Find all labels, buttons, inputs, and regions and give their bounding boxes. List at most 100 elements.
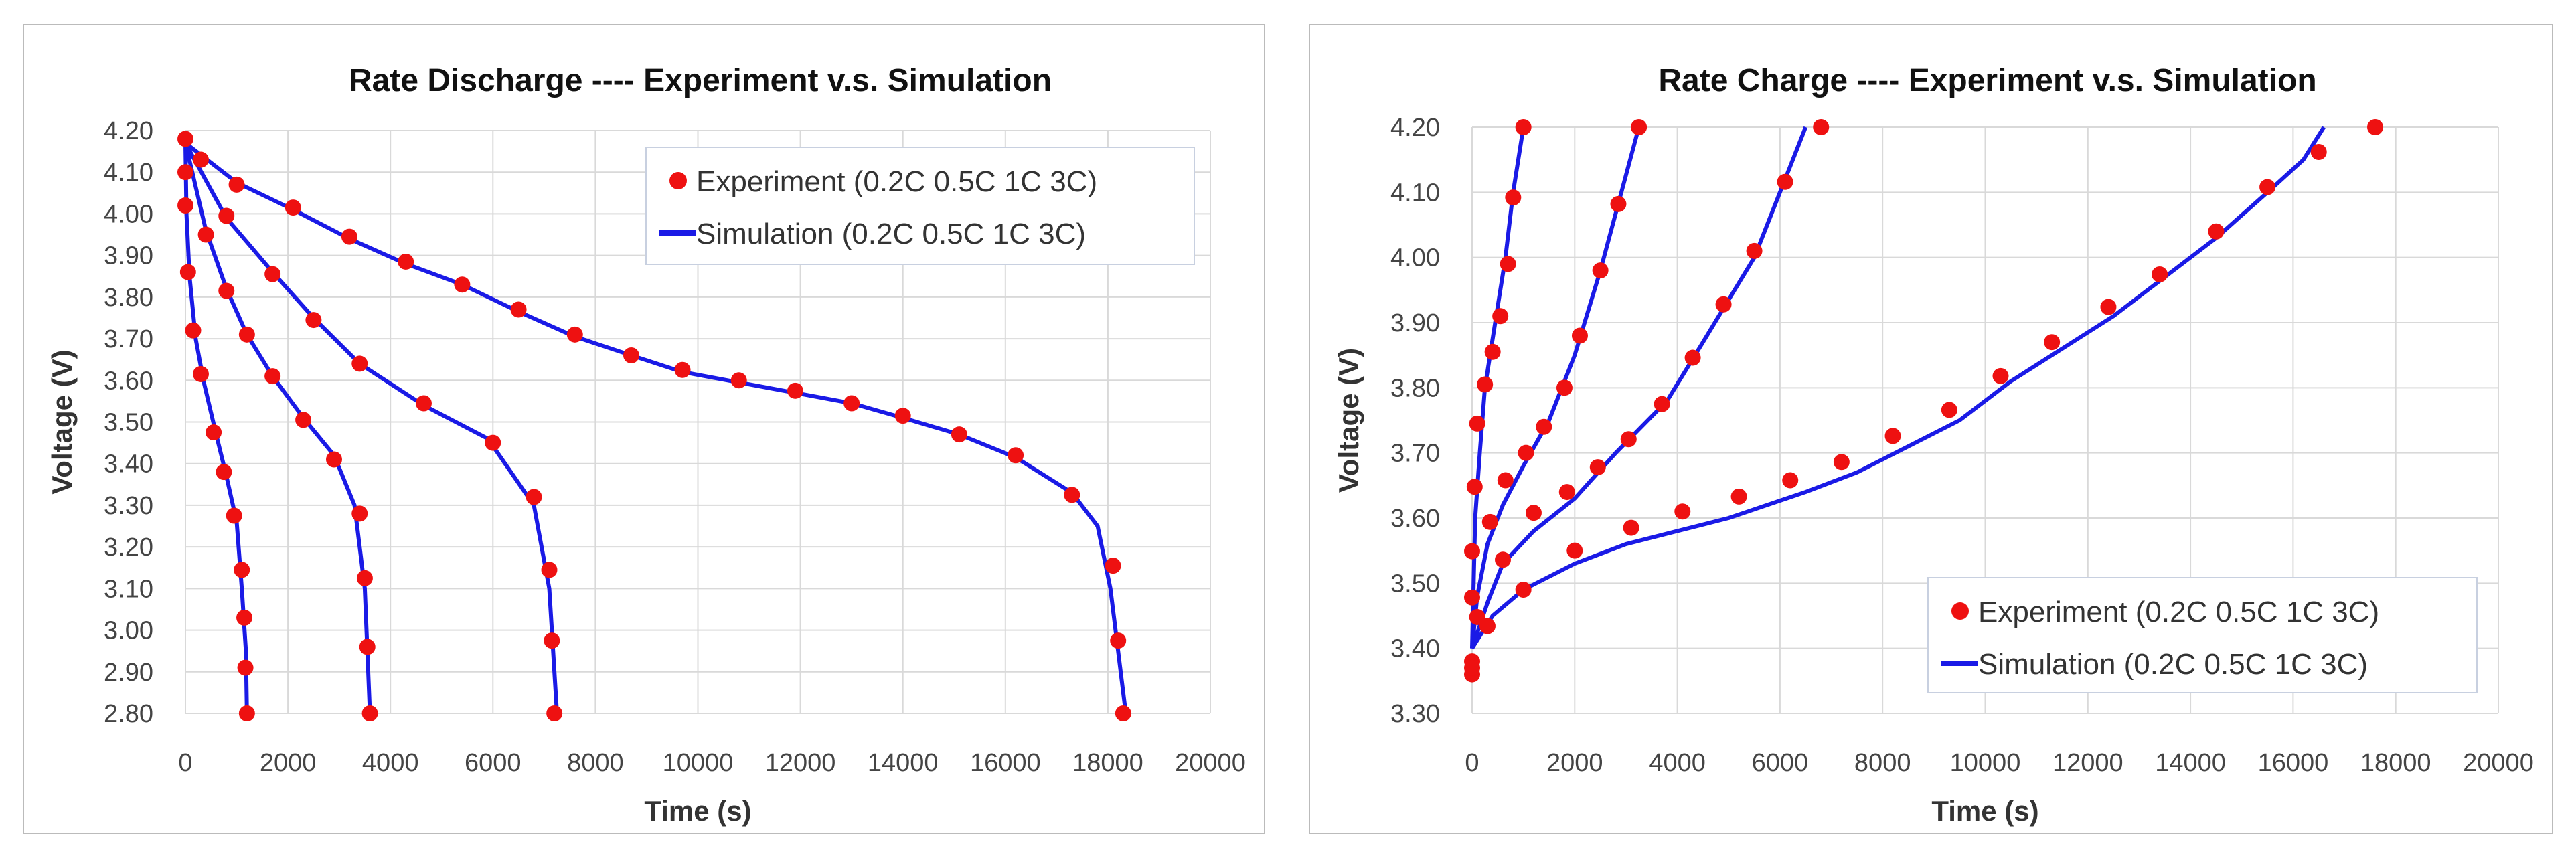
legend: Experiment (0.2C 0.5C 1C 3C) Simulation (… — [645, 147, 1195, 265]
experiment-point — [1730, 488, 1747, 505]
experiment-point — [1941, 402, 1957, 418]
experiment-point — [206, 424, 222, 441]
x-tick-label: 0 — [1465, 749, 1479, 777]
experiment-point — [2367, 119, 2384, 135]
y-tick-label: 3.90 — [104, 242, 153, 270]
experiment-point — [238, 326, 255, 343]
chart-frame — [1309, 24, 2553, 834]
simulation-line — [183, 142, 559, 714]
experiment-point — [843, 395, 860, 412]
experiment-point — [1571, 327, 1588, 344]
experiment-point — [218, 282, 235, 299]
legend-box — [1927, 577, 2478, 693]
simulation-line — [183, 142, 372, 714]
experiment-point — [2259, 179, 2276, 195]
x-tick-label: 10000 — [1950, 749, 2021, 777]
experiment-point — [1592, 262, 1609, 279]
experiment-point — [1525, 505, 1542, 521]
experiment-point — [1492, 308, 1509, 325]
y-tick-label: 3.10 — [104, 575, 153, 603]
experiment-point — [341, 228, 357, 245]
legend: Experiment (0.2C 0.5C 1C 3C) Simulation (… — [1927, 577, 2478, 693]
experiment-point — [1469, 415, 1485, 432]
experiment-point — [1115, 705, 1131, 721]
x-axis-label: Time (s) — [1931, 795, 2038, 827]
x-tick-label: 8000 — [567, 749, 624, 777]
experiment-point — [264, 266, 281, 282]
experiment-point — [237, 659, 254, 676]
experiment-point — [485, 434, 501, 451]
experiment-point — [1064, 487, 1080, 503]
y-tick-label: 3.30 — [104, 492, 153, 520]
experiment-point — [1515, 582, 1532, 598]
y-tick-label: 4.10 — [104, 159, 153, 187]
y-tick-label: 3.80 — [104, 284, 153, 312]
experiment-point — [546, 705, 563, 721]
experiment-point — [1566, 542, 1583, 559]
experiment-point — [1500, 256, 1516, 272]
experiment-point — [234, 562, 250, 578]
experiment-point — [1654, 396, 1670, 412]
y-tick-label: 4.20 — [1390, 114, 1440, 142]
experiment-point — [1610, 195, 1627, 212]
experiment-point — [1992, 367, 2009, 384]
experiment-point — [1833, 454, 1850, 471]
experiment-point — [1110, 632, 1127, 649]
experiment-point — [1715, 296, 1732, 313]
experiment-point — [951, 426, 967, 443]
x-tick-label: 14000 — [2155, 749, 2226, 777]
y-tick-label: 3.70 — [1390, 440, 1440, 468]
y-tick-label: 4.20 — [104, 117, 153, 145]
x-tick-label: 2000 — [260, 749, 317, 777]
experiment-point — [236, 609, 253, 626]
x-tick-label: 12000 — [2052, 749, 2123, 777]
y-tick-label: 4.00 — [1390, 244, 1440, 272]
y-tick-label: 3.50 — [104, 409, 153, 437]
legend-simulation-label: Simulation (0.2C 0.5C 1C 3C) — [696, 218, 1086, 250]
experiment-point — [541, 562, 558, 578]
experiment-point — [1464, 659, 1480, 676]
experiment-point — [1494, 551, 1511, 568]
x-tick-label: 20000 — [2463, 749, 2534, 777]
experiment-point — [1620, 431, 1637, 448]
discharge-chart: Rate Discharge ---- Experiment v.s. Simu… — [23, 24, 1265, 834]
experiment-point — [415, 395, 432, 412]
chart-title: Rate Discharge ---- Experiment v.s. Simu… — [349, 63, 1052, 98]
experiment-point — [623, 347, 639, 363]
x-axis-label: Time (s) — [644, 795, 751, 827]
y-tick-label: 3.40 — [1390, 635, 1440, 663]
experiment-point — [1469, 608, 1485, 625]
experiment-point — [1484, 343, 1501, 360]
experiment-point — [1631, 119, 1647, 135]
charge-chart: Rate Charge ---- Experiment v.s. Simulat… — [1309, 24, 2553, 834]
experiment-point — [1477, 376, 1494, 393]
experiment-point — [1105, 558, 1121, 574]
experiment-point — [544, 632, 560, 649]
legend-experiment-marker — [669, 172, 687, 189]
experiment-point — [526, 489, 542, 505]
experiment-point — [454, 276, 471, 293]
experiment-point — [179, 264, 196, 280]
experiment-point — [351, 505, 368, 522]
experiment-point — [1481, 513, 1498, 530]
x-tick-label: 6000 — [465, 749, 521, 777]
y-axis-label: Voltage (V) — [1333, 348, 1364, 493]
experiment-point — [177, 197, 193, 214]
experiment-point — [228, 176, 245, 193]
x-tick-label: 10000 — [663, 749, 734, 777]
y-tick-label: 3.40 — [104, 450, 153, 479]
x-tick-label: 4000 — [1649, 749, 1706, 777]
experiment-point — [1782, 472, 1799, 489]
experiment-point — [361, 705, 378, 721]
legend-box — [645, 147, 1195, 265]
experiment-point — [177, 164, 193, 181]
experiment-point — [351, 355, 368, 372]
experiment-point — [197, 226, 214, 243]
experiment-point — [1008, 447, 1024, 464]
legend-experiment-label: Experiment (0.2C 0.5C 1C 3C) — [1978, 596, 2379, 628]
experiment-point — [295, 412, 312, 428]
experiment-point — [285, 199, 301, 216]
x-tick-label: 18000 — [2360, 749, 2431, 777]
experiment-point — [264, 368, 281, 385]
experiment-point — [218, 207, 235, 224]
